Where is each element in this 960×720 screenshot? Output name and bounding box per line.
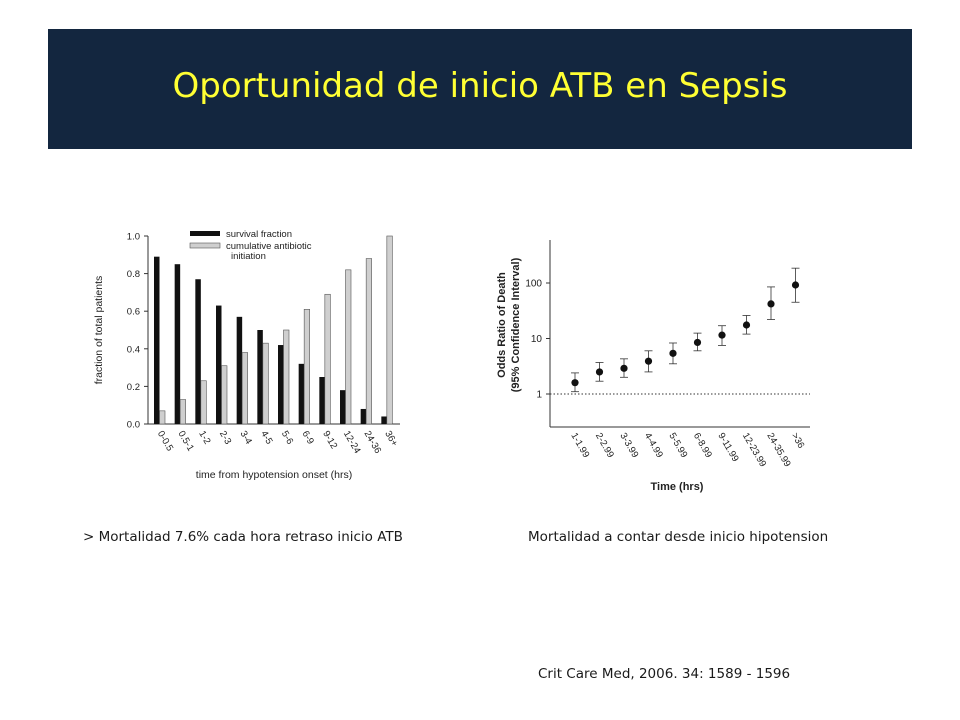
y-axis-label: Odds Ratio of Death <box>496 272 508 378</box>
x-tick-label: 1-2 <box>196 429 212 446</box>
legend-label-antibiotic-line1: cumulative antibiotic <box>226 241 312 252</box>
x-axis-label: time from hypotension onset (hrs) <box>196 469 352 481</box>
x-tick-label: 0-0.5 <box>155 429 175 453</box>
bar-survival-fraction <box>360 408 367 424</box>
x-tick-label: 5-5.99 <box>666 431 689 460</box>
x-tick-label: 6-9 <box>300 429 316 446</box>
y-tick-label: 100 <box>525 279 542 290</box>
odds-ratio-point <box>595 368 604 376</box>
x-tick-label: 12-24 <box>341 429 363 456</box>
odds-ratio-point <box>571 379 579 387</box>
x-tick-label: 5-6 <box>279 429 295 446</box>
y-tick-label: 0.6 <box>127 307 140 318</box>
y-axis-label-2: (95% Confidence Interval) <box>510 257 522 392</box>
odds-ratio-point <box>742 321 751 329</box>
legend-swatch-antibiotic <box>189 242 221 249</box>
x-tick-label: 9-11.99 <box>715 431 740 464</box>
bar-cumulative-antibiotic <box>365 258 372 425</box>
x-tick-label: 12-23.99 <box>740 431 768 469</box>
x-tick-label: 9-12 <box>320 429 339 451</box>
bar-survival-fraction <box>154 256 160 424</box>
bar-cumulative-antibiotic <box>262 342 269 425</box>
x-tick-label: 2-2.99 <box>593 431 616 460</box>
bar-cumulative-antibiotic <box>283 329 290 425</box>
bar-cumulative-antibiotic <box>159 410 166 425</box>
bar-survival-fraction <box>195 279 201 424</box>
x-tick-label: 6-8.99 <box>691 431 714 460</box>
odds-ratio-chart: 1 10 100 1-1.99 2-2.99 3-3.99 4-4.99 5-5.99 6-8.… <box>496 240 810 493</box>
x-tick-label: 4-4.99 <box>642 431 665 460</box>
y-tick-label: 0.4 <box>127 344 140 355</box>
bar-survival-fraction <box>236 316 243 424</box>
bar-survival-fraction <box>340 390 346 424</box>
x-axis-label: Time (hrs) <box>651 481 704 493</box>
x-tick-label: 2-3 <box>217 429 233 446</box>
y-tick-label: 0.8 <box>127 269 140 280</box>
bar-cumulative-antibiotic <box>303 309 310 425</box>
y-tick-label: 0.2 <box>127 382 140 393</box>
bar-survival-fraction <box>381 416 387 424</box>
odds-ratio-point <box>718 331 726 339</box>
y-axis-label: fraction of total patients <box>93 276 105 385</box>
x-tick-label: >36 <box>789 431 807 450</box>
legend-swatch-survival <box>190 231 220 236</box>
bar-cumulative-antibiotic <box>241 352 248 425</box>
caption-right: Mortalidad a contar desde inicio hipoten… <box>528 529 829 545</box>
x-tick-label: 3-4 <box>238 429 254 446</box>
bar-cumulative-antibiotic <box>179 399 186 425</box>
x-tick-label: 24-35.99 <box>764 431 792 469</box>
odds-ratio-point <box>693 338 702 347</box>
x-tick-label: 3-3.99 <box>617 431 640 460</box>
x-tick-label: 36+ <box>382 429 400 449</box>
bar-survival-fraction <box>174 264 181 424</box>
x-tick-label: 4-5 <box>258 429 274 446</box>
y-tick-label: 1 <box>536 390 542 401</box>
bar-survival-fraction <box>216 305 222 424</box>
slide-title: Oportunidad de inicio ATB en Sepsis <box>172 66 788 106</box>
bar-cumulative-antibiotic <box>324 293 331 425</box>
legend-label-antibiotic-line2: initiation <box>231 251 266 262</box>
x-tick-label: 1-1.99 <box>568 431 591 460</box>
odds-ratio-point <box>791 281 800 289</box>
bar-survival-fraction <box>278 345 284 424</box>
bar-cumulative-antibiotic <box>200 380 207 425</box>
bar-chart: 0.0 0.2 0.4 0.6 0.8 1.0 0-0.5 0.5-1 1-2 2-3 3-4 4-5… <box>93 229 400 481</box>
odds-ratio-point <box>669 349 677 357</box>
odds-ratio-point <box>767 300 775 308</box>
bar-survival-fraction <box>319 377 325 424</box>
x-tick-label: 0.5-1 <box>176 429 196 453</box>
odds-ratio-point <box>644 357 653 365</box>
caption-left: > Mortalidad 7.6% cada hora retraso inic… <box>83 529 403 545</box>
x-tick-label: 24-36 <box>362 429 384 456</box>
legend-label-survival: survival fraction <box>226 229 292 240</box>
y-tick-label: 1.0 <box>127 232 140 243</box>
odds-ratio-point <box>620 364 628 372</box>
bar-cumulative-antibiotic <box>221 365 228 425</box>
citation: Crit Care Med, 2006. 34: 1589 - 1596 <box>538 666 791 682</box>
title-bar: Oportunidad de inicio ATB en Sepsis <box>48 29 912 149</box>
bar-survival-fraction <box>298 363 305 424</box>
bar-survival-fraction <box>257 330 263 424</box>
y-tick-label: 0.0 <box>127 420 140 431</box>
bar-cumulative-antibiotic <box>345 269 352 425</box>
y-tick-label: 10 <box>531 334 543 345</box>
bar-cumulative-antibiotic <box>386 235 393 425</box>
